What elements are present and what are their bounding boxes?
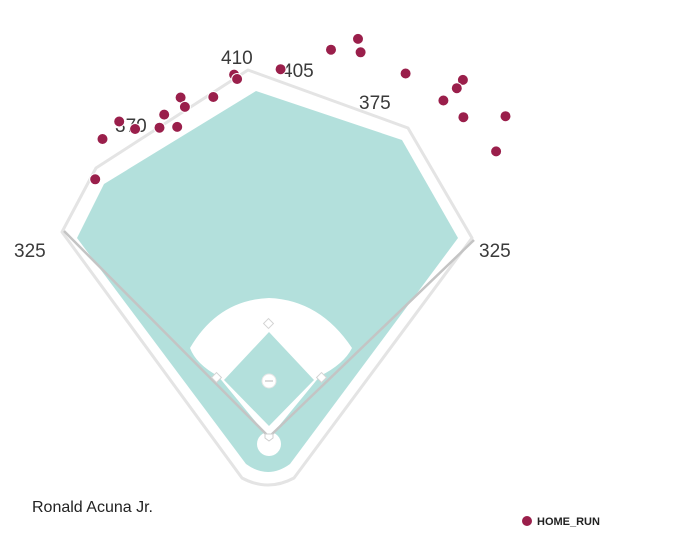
home-run-point	[274, 63, 287, 76]
home-run-point	[153, 121, 166, 134]
pitchers-rubber	[265, 380, 273, 382]
distance-right-line: 325	[479, 241, 511, 262]
third-base	[210, 371, 223, 384]
home-run-point	[171, 120, 184, 133]
distance-right-center-b: 375	[359, 93, 391, 114]
home-run-point	[450, 82, 463, 95]
foul-line-right	[268, 239, 475, 438]
distance-right-center-a: 405	[282, 61, 314, 82]
home-plate-circle	[257, 432, 281, 456]
home-run-point	[178, 100, 191, 113]
distance-center: 410	[221, 48, 253, 69]
legend-label: HOME_RUN	[537, 516, 600, 528]
home-run-points	[89, 32, 512, 186]
home-run-point	[399, 67, 412, 80]
outfield-grass	[77, 91, 458, 472]
home-run-point	[490, 145, 503, 158]
first-base	[315, 371, 328, 384]
home-run-point	[129, 123, 142, 135]
home-run-point	[207, 91, 220, 103]
home-run-point	[158, 108, 171, 121]
home-run-point	[89, 173, 102, 186]
home-run-point	[113, 115, 126, 128]
legend-marker	[521, 515, 533, 527]
home-run-point	[457, 111, 470, 124]
foul-line-left	[63, 230, 270, 438]
baseball-field	[60, 68, 475, 487]
second-base	[262, 317, 275, 330]
home-run-point	[499, 110, 512, 123]
home-run-point	[96, 133, 109, 145]
field-outline	[60, 68, 474, 487]
home-run-point	[325, 43, 337, 56]
home-run-point	[456, 73, 469, 86]
home-run-point	[437, 94, 450, 107]
home-run-point	[231, 73, 244, 85]
distance-left-line: 325	[14, 241, 46, 262]
legend: HOME_RUN	[521, 515, 600, 528]
home-run-point	[352, 32, 364, 45]
player-name: Ronald Acuna Jr.	[32, 499, 153, 516]
home-run-point	[354, 46, 367, 59]
home-plate	[264, 433, 274, 442]
